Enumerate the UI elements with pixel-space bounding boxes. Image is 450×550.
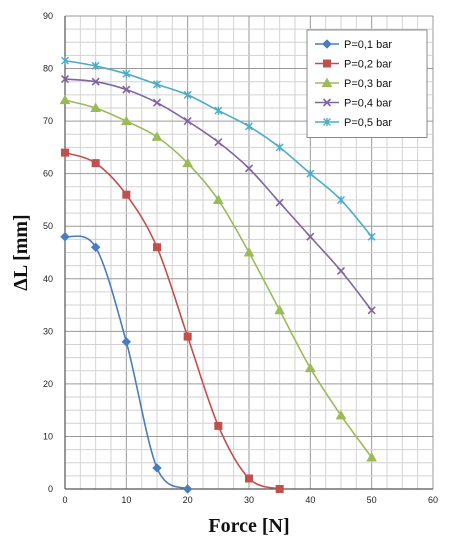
data-point	[91, 159, 100, 168]
data-point	[91, 77, 100, 86]
data-point	[214, 106, 223, 115]
data-point	[214, 138, 223, 147]
data-point	[245, 122, 253, 131]
y-tick-label: 10	[43, 431, 53, 441]
series-group	[59, 94, 378, 462]
x-axis-title: Force [N]	[208, 515, 289, 537]
data-point	[122, 69, 131, 78]
data-point	[214, 421, 223, 430]
legend-label: P=0,4 bar	[344, 98, 392, 110]
data-point	[153, 80, 161, 89]
data-point	[60, 75, 70, 84]
x-tick-label: 10	[121, 495, 131, 505]
x-tick-label: 60	[428, 495, 438, 505]
data-point	[182, 484, 193, 494]
data-point	[306, 232, 315, 241]
data-point	[120, 115, 132, 126]
series-group	[61, 56, 376, 241]
data-point	[61, 148, 69, 157]
data-point	[323, 59, 331, 68]
legend-item: P=0,5 bar	[315, 117, 392, 129]
data-point	[244, 164, 254, 173]
y-tick-label: 0	[48, 484, 53, 494]
data-point	[121, 337, 132, 347]
data-point	[304, 362, 316, 373]
data-point	[337, 195, 345, 204]
x-tick-label: 40	[305, 495, 315, 505]
data-point	[151, 131, 163, 141]
y-tick-label: 30	[43, 326, 53, 336]
legend-label: P=0,5 bar	[344, 117, 392, 129]
data-point	[322, 39, 332, 49]
data-point	[90, 242, 101, 252]
legend-label: P=0,3 bar	[344, 78, 392, 90]
legend-item: P=0,1 bar	[315, 39, 392, 51]
data-point	[152, 463, 162, 473]
data-point	[335, 409, 347, 420]
x-tick-label: 30	[244, 495, 254, 505]
series-layer	[59, 56, 378, 494]
y-tick-label: 90	[43, 11, 53, 21]
data-point	[212, 194, 224, 204]
data-point	[274, 304, 286, 315]
data-point	[122, 85, 131, 94]
series-group	[60, 75, 376, 315]
data-point	[322, 98, 332, 107]
data-point	[243, 246, 255, 257]
data-point	[90, 102, 102, 112]
series-group	[60, 232, 193, 494]
data-point	[60, 232, 70, 242]
data-point	[153, 243, 161, 252]
axes: 0 10 20 30 40 50 60 0 10 20 30 40 50 60 70 80 90	[43, 11, 438, 505]
y-axis-title: ΔL [mm]	[10, 214, 32, 290]
y-tick-label: 80	[43, 64, 53, 74]
data-point	[336, 266, 346, 275]
series-line	[64, 151, 280, 490]
legend-item: P=0,3 bar	[315, 77, 392, 90]
data-point	[183, 117, 192, 126]
legend-item: P=0,4 bar	[315, 98, 392, 110]
data-point	[182, 157, 194, 168]
data-point	[91, 61, 100, 70]
legend-label: P=0,1 bar	[344, 39, 392, 51]
data-point	[183, 332, 192, 341]
y-tick-label: 60	[43, 169, 53, 179]
data-point	[323, 118, 331, 126]
data-point	[275, 143, 284, 152]
data-point	[152, 98, 162, 107]
y-tick-label: 40	[43, 274, 53, 284]
y-tick-label: 20	[43, 379, 53, 389]
y-tick-label: 70	[43, 116, 53, 126]
data-point	[275, 198, 284, 207]
series-group	[61, 148, 284, 493]
legend: P=0,1 bar P=0,2 bar P=0,3 bar P=0,4 bar P=0,…	[306, 29, 428, 138]
data-point	[366, 451, 378, 462]
data-point	[245, 474, 253, 483]
data-point	[183, 90, 192, 99]
data-point	[61, 56, 69, 65]
x-tick-label: 0	[62, 495, 67, 505]
y-tick-label: 50	[43, 221, 53, 231]
data-point	[367, 306, 376, 315]
data-point	[306, 169, 315, 178]
x-tick-label: 20	[183, 495, 193, 505]
data-point	[59, 94, 71, 105]
data-point	[321, 77, 333, 87]
legend-item: P=0,2 bar	[315, 59, 392, 71]
data-point	[275, 485, 284, 493]
x-tick-label: 50	[367, 495, 377, 505]
data-point	[122, 190, 131, 199]
data-point	[367, 232, 376, 241]
legend-label: P=0,2 bar	[344, 59, 392, 71]
